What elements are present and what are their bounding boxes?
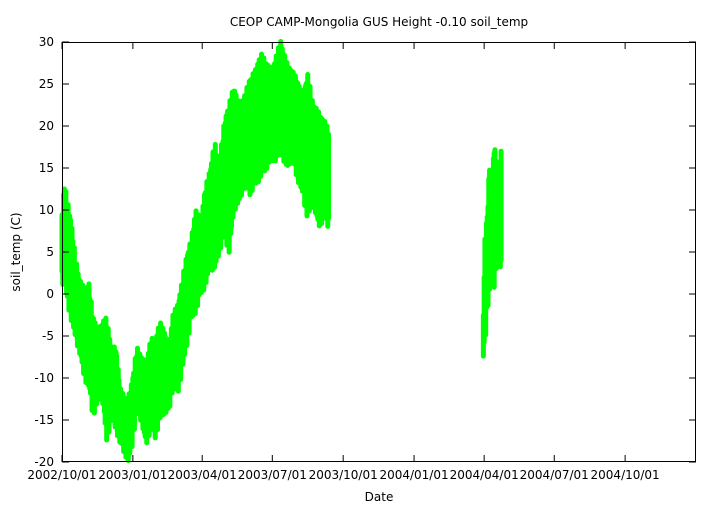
- x-tick-label: 2004/04/01: [450, 468, 519, 482]
- x-tick-label: 2004/10/01: [591, 468, 660, 482]
- y-tick-label: 10: [39, 203, 54, 217]
- y-tick-label: 30: [39, 35, 54, 49]
- y-tick-label: 5: [46, 245, 54, 259]
- x-axis-label: Date: [365, 490, 394, 504]
- y-tick-label: -10: [34, 371, 54, 385]
- x-tick-label: 2002/10/01: [27, 468, 96, 482]
- y-tick-label: -15: [34, 413, 54, 427]
- y-tick-label: 15: [39, 161, 54, 175]
- y-tick-label: 25: [39, 77, 54, 91]
- x-tick-label: 2003/04/01: [168, 468, 237, 482]
- y-axis: -20 -15 -10 -5 0 5 10 15 20 25 30: [34, 35, 696, 469]
- x-axis: 2002/10/01 2003/01/01 2003/04/01 2003/07/01…: [27, 42, 660, 482]
- y-tick-label: 0: [46, 287, 54, 301]
- x-tick-label: 2003/07/01: [238, 468, 307, 482]
- chart-title: CEOP CAMP-Mongolia GUS Height -0.10 soil…: [230, 15, 528, 29]
- x-tick-label: 2004/01/01: [379, 468, 448, 482]
- y-tick-label: -20: [34, 455, 54, 469]
- y-tick-label: -5: [42, 329, 54, 343]
- data-points: [59, 39, 504, 463]
- x-tick-label: 2003/10/01: [309, 468, 378, 482]
- x-tick-label: 2004/07/01: [520, 468, 589, 482]
- y-tick-label: 20: [39, 119, 54, 133]
- y-axis-label: soil_temp (C): [9, 212, 23, 291]
- x-tick-label: 2003/01/01: [98, 468, 167, 482]
